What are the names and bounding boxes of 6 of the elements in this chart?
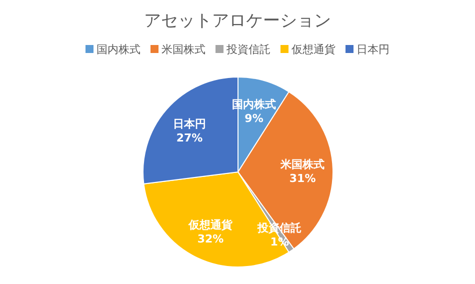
legend-label: 投資信託 (226, 43, 270, 56)
legend-label: 日本円 (356, 43, 390, 56)
legend-label: 仮想通貨 (292, 43, 336, 56)
legend-label: 国内株式 (96, 43, 140, 56)
legend-label: 米国株式 (162, 43, 206, 56)
title: アセットアロケーション (144, 11, 331, 31)
